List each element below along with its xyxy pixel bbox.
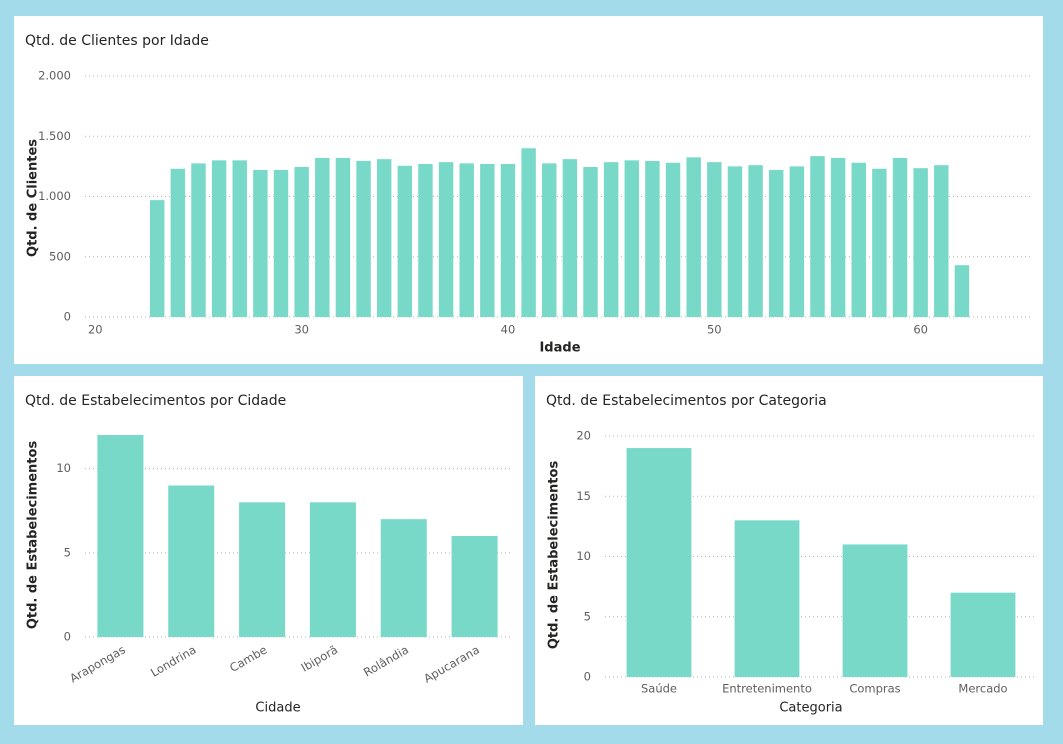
bar: [748, 165, 763, 317]
x-axis-title: Cidade: [255, 701, 300, 716]
x-tick-label: 40: [501, 323, 516, 337]
y-tick-label: 1.000: [38, 189, 71, 203]
bar: [686, 157, 701, 317]
bar: [872, 168, 887, 317]
y-axis-title: Qtd. de Estabelecimentos: [26, 441, 41, 630]
bar: [315, 157, 330, 317]
y-tick-label: 1.500: [38, 129, 71, 143]
x-tick-label: 60: [913, 323, 928, 337]
bar: [734, 520, 800, 677]
y-tick-label: 0: [64, 630, 71, 644]
bar: [521, 148, 536, 317]
chart-title: Qtd. de Clientes por Idade: [25, 33, 209, 49]
bar: [273, 169, 289, 317]
bar: [239, 502, 286, 637]
y-axis-title: Qtd. de Clientes: [26, 139, 41, 257]
bar: [500, 163, 516, 317]
bar: [309, 502, 356, 637]
y-tick-label: 500: [49, 249, 71, 263]
bar: [451, 536, 498, 637]
bar: [459, 163, 474, 317]
x-axis-title: Idade: [539, 341, 580, 356]
bar: [789, 166, 805, 317]
bar: [376, 159, 392, 317]
bar: [934, 165, 949, 317]
bar: [892, 157, 908, 317]
x-tick-label: 30: [294, 323, 309, 337]
y-tick-label: 10: [576, 549, 591, 563]
bar: [170, 168, 186, 317]
bar: [397, 165, 413, 317]
bar: [168, 485, 215, 637]
bar: [356, 160, 371, 317]
bar: [851, 162, 866, 317]
x-tick-label: 20: [88, 323, 103, 337]
y-axis-title: Qtd. de Estabelecimentos: [547, 461, 562, 650]
x-tick-label: 50: [707, 323, 722, 337]
y-tick-label: 5: [584, 609, 591, 623]
bar: [294, 166, 309, 317]
y-tick-label: 0: [64, 310, 71, 324]
bar: [830, 157, 846, 317]
bar: [768, 169, 784, 317]
bar: [645, 160, 660, 317]
bar: [810, 156, 825, 317]
bar: [480, 163, 495, 317]
bar: [149, 200, 165, 317]
bar: [913, 168, 928, 317]
bar: [665, 162, 681, 317]
bar: [232, 160, 247, 317]
bar: [335, 157, 351, 317]
bar: [727, 166, 743, 317]
bar: [603, 162, 619, 317]
chart-title: Qtd. de Estabelecimentos por Categoria: [546, 393, 827, 409]
bar: [542, 163, 557, 317]
x-tick-label: Compras: [849, 682, 900, 696]
bar: [380, 519, 427, 637]
bar: [583, 166, 598, 317]
x-tick-label: Entretenimento: [722, 682, 812, 696]
chart-title: Qtd. de Estabelecimentos por Cidade: [25, 393, 286, 409]
bar: [438, 162, 454, 317]
bar: [950, 592, 1016, 677]
x-tick-label: Ibiporã: [299, 643, 341, 675]
bar: [191, 163, 206, 317]
y-tick-label: 10: [56, 461, 71, 475]
x-tick-label: Saúde: [641, 682, 677, 696]
bar: [253, 169, 268, 317]
bar: [418, 163, 433, 317]
bar: [626, 448, 692, 677]
bar: [562, 159, 578, 317]
x-tick-label: Arapongas: [67, 643, 127, 686]
bar: [842, 544, 908, 677]
y-tick-label: 20: [576, 429, 591, 443]
chart-panel: Qtd. de Estabelecimentos por Cidade Cidad…: [14, 376, 523, 725]
x-tick-label: Cambe: [227, 643, 269, 675]
y-tick-label: 0: [584, 670, 591, 684]
bar: [954, 265, 970, 317]
bar: [707, 162, 722, 317]
x-tick-label: Apucarana: [421, 643, 482, 686]
bar: [624, 160, 640, 317]
bar: [97, 435, 144, 637]
x-tick-label: Mercado: [958, 682, 1007, 696]
y-tick-label: 15: [576, 489, 591, 503]
chart-panel: Qtd. de Clientes por Idade Idade Qtd. de C…: [14, 16, 1043, 364]
x-tick-label: Rolândia: [361, 643, 411, 680]
chart-panel: Qtd. de Estabelecimentos por Categoria Ca…: [535, 376, 1043, 725]
y-tick-label: 2.000: [38, 69, 71, 83]
x-tick-label: Londrina: [148, 643, 198, 680]
x-axis-title: Categoria: [779, 701, 842, 716]
y-tick-label: 5: [64, 545, 71, 559]
bar: [211, 160, 227, 317]
